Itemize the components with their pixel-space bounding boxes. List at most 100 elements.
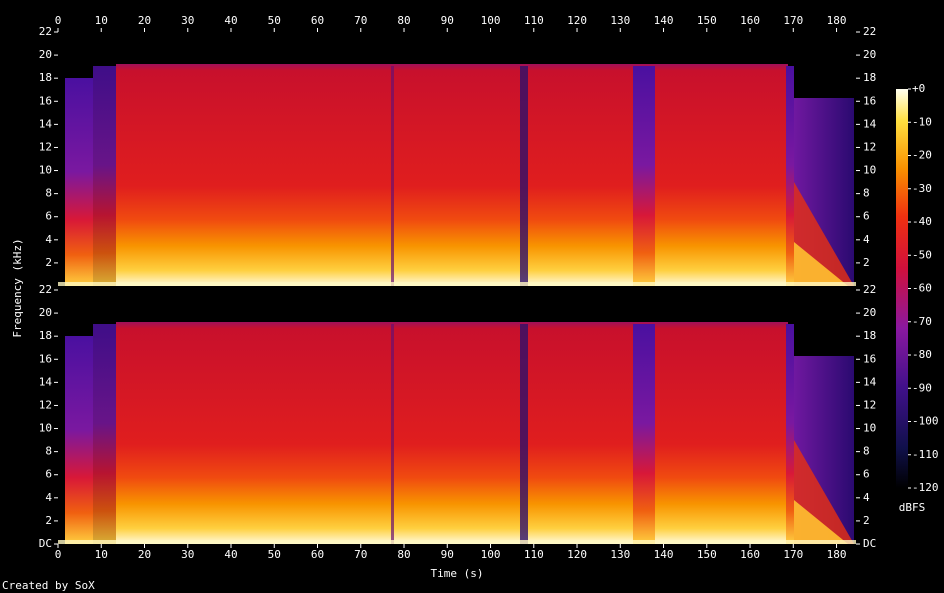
- x-tick-label-bottom: 100: [481, 548, 501, 561]
- x-tick-label-bottom: 170: [783, 548, 803, 561]
- colorbar: [896, 89, 908, 488]
- y-tick-label-right: 8: [863, 445, 870, 458]
- y-tick-label-left: 2: [45, 256, 52, 269]
- x-tick-label-bottom: 50: [268, 548, 281, 561]
- y-tick-label-right: DC: [863, 537, 876, 550]
- colorbar-tick-label: -50: [912, 248, 932, 261]
- y-tick-label-left: 4: [45, 233, 52, 246]
- x-tick-label-top: 20: [138, 14, 151, 27]
- x-tick-label-top: 170: [783, 14, 803, 27]
- colorbar-tick-label: -120: [912, 481, 939, 494]
- y-tick-label-left: 6: [45, 468, 52, 481]
- y-tick-label-left: 8: [45, 445, 52, 458]
- y-tick-label-left: 16: [39, 352, 52, 365]
- y-tick-label-right: 14: [863, 117, 877, 130]
- colorbar-tick-label: -30: [912, 182, 932, 195]
- colorbar-tick-label: +0: [912, 82, 925, 95]
- colorbar-tick-label: -40: [912, 215, 932, 228]
- y-tick-label-right: 22: [863, 25, 876, 38]
- y-tick-label-right: 6: [863, 210, 870, 223]
- colorbar-tick-label: -110: [912, 448, 939, 461]
- y-tick-label-right: 8: [863, 187, 870, 200]
- y-tick-label-left: 22: [39, 283, 52, 296]
- y-tick-label-left: DC: [39, 537, 52, 550]
- y-tick-label-left: 14: [39, 375, 53, 388]
- x-tick-label-top: 80: [397, 14, 410, 27]
- y-tick-label-left: 18: [39, 329, 52, 342]
- x-tick-label-top: 140: [654, 14, 674, 27]
- y-tick-label-right: 10: [863, 164, 876, 177]
- colorbar-tick-label: -90: [912, 381, 932, 394]
- y-tick-label-right: 2: [863, 256, 870, 269]
- y-axis-label: Frequency (kHz): [11, 238, 24, 337]
- y-tick-label-left: 18: [39, 71, 52, 84]
- x-tick-label-top: 50: [268, 14, 281, 27]
- x-tick-label-top: 10: [95, 14, 108, 27]
- y-tick-label-left: 12: [39, 398, 52, 411]
- x-tick-label-bottom: 40: [224, 548, 237, 561]
- y-tick-label-left: 12: [39, 140, 52, 153]
- x-tick-label-bottom: 90: [441, 548, 454, 561]
- x-tick-label-top: 160: [740, 14, 760, 27]
- x-tick-label-top: 30: [181, 14, 194, 27]
- y-tick-label-right: 20: [863, 48, 876, 61]
- x-tick-label-bottom: 150: [697, 548, 717, 561]
- y-tick-label-right: 2: [863, 514, 870, 527]
- colorbar-tick-label: -70: [912, 315, 932, 328]
- y-tick-label-left: 14: [39, 117, 53, 130]
- x-axis-label: Time (s): [431, 567, 484, 580]
- x-tick-label-bottom: 140: [654, 548, 674, 561]
- x-tick-label-top: 150: [697, 14, 717, 27]
- x-tick-label-top: 180: [827, 14, 847, 27]
- colorbar-tick-label: -10: [912, 115, 932, 128]
- x-tick-label-bottom: 30: [181, 548, 194, 561]
- y-tick-label-left: 20: [39, 48, 52, 61]
- y-tick-label-right: 16: [863, 352, 876, 365]
- colorbar-tick-label: -20: [912, 149, 932, 162]
- colorbar-tick-label: -100: [912, 415, 939, 428]
- x-tick-label-bottom: 80: [397, 548, 410, 561]
- y-tick-label-right: 18: [863, 71, 876, 84]
- x-tick-label-top: 70: [354, 14, 367, 27]
- x-tick-label-top: 40: [224, 14, 237, 27]
- y-tick-label-left: 6: [45, 210, 52, 223]
- x-tick-label-top: 60: [311, 14, 324, 27]
- x-tick-label-bottom: 10: [95, 548, 108, 561]
- x-tick-label-top: 90: [441, 14, 454, 27]
- y-tick-label-left: 16: [39, 94, 52, 107]
- y-tick-label-left: 2: [45, 514, 52, 527]
- x-tick-label-top: 130: [610, 14, 630, 27]
- x-tick-label-top: 110: [524, 14, 544, 27]
- x-tick-label-bottom: 120: [567, 548, 587, 561]
- colorbar-label: dBFS: [899, 501, 926, 514]
- y-tick-label-left: 4: [45, 491, 52, 504]
- x-tick-label-bottom: 60: [311, 548, 324, 561]
- y-tick-label-left: 8: [45, 187, 52, 200]
- y-tick-label-left: 20: [39, 306, 52, 319]
- y-tick-label-right: 18: [863, 329, 876, 342]
- y-tick-label-right: 20: [863, 306, 876, 319]
- x-tick-label-bottom: 110: [524, 548, 544, 561]
- x-tick-label-bottom: 70: [354, 548, 367, 561]
- y-tick-label-right: 4: [863, 233, 870, 246]
- colorbar-tick-label: -80: [912, 348, 932, 361]
- y-tick-label-right: 12: [863, 398, 876, 411]
- spectrogram-image: [58, 32, 856, 544]
- x-tick-label-top: 120: [567, 14, 587, 27]
- colorbar-tick-label: -60: [912, 282, 932, 295]
- x-tick-label-top: 100: [481, 14, 501, 27]
- x-tick-label-bottom: 180: [827, 548, 847, 561]
- x-tick-label-bottom: 160: [740, 548, 760, 561]
- y-tick-label-right: 4: [863, 491, 870, 504]
- y-tick-label-right: 12: [863, 140, 876, 153]
- y-tick-label-right: 10: [863, 422, 876, 435]
- x-tick-label-bottom: 130: [610, 548, 630, 561]
- y-tick-label-left: 10: [39, 164, 52, 177]
- y-tick-label-right: 22: [863, 283, 876, 296]
- y-tick-label-right: 6: [863, 468, 870, 481]
- x-tick-label-bottom: 20: [138, 548, 151, 561]
- x-tick-label-bottom: 0: [55, 548, 62, 561]
- footer: Created by SoX: [2, 579, 95, 592]
